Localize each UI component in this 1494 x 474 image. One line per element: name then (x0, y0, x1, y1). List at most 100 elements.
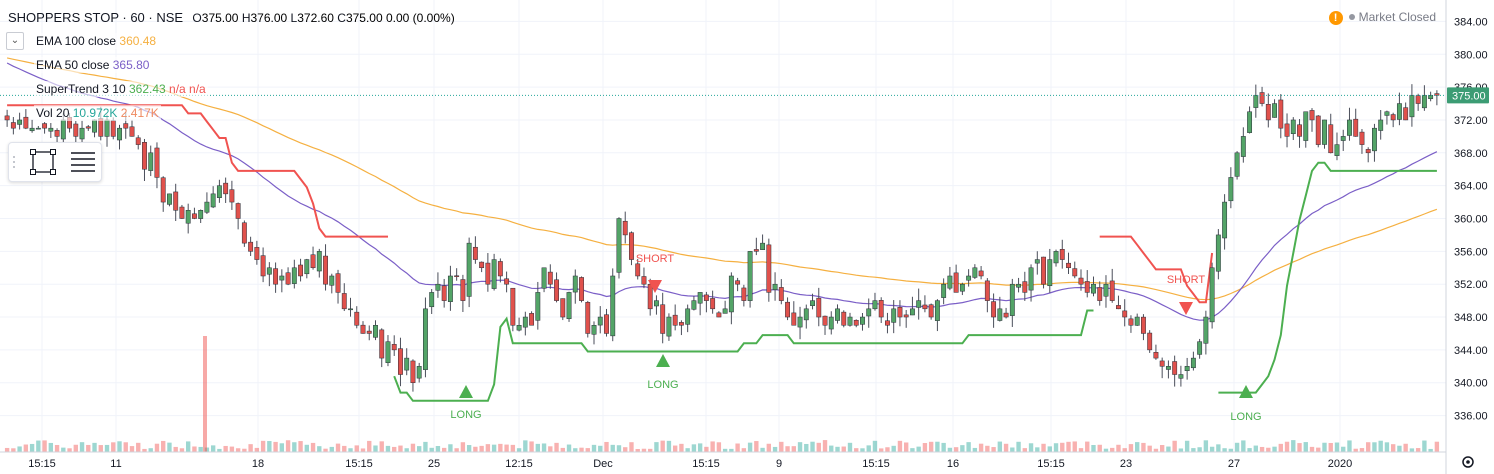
candle[interactable] (285, 267, 291, 286)
candle[interactable] (1022, 271, 1028, 301)
candle[interactable] (616, 217, 622, 279)
candle[interactable] (204, 192, 210, 214)
candle[interactable] (1028, 264, 1034, 302)
candle[interactable] (1009, 278, 1015, 327)
candle[interactable] (1072, 261, 1078, 279)
candle[interactable] (191, 207, 197, 220)
candle[interactable] (672, 304, 678, 331)
candle[interactable] (167, 193, 172, 207)
candle[interactable] (1259, 86, 1265, 107)
candle[interactable] (909, 296, 915, 316)
candle[interactable] (298, 258, 304, 282)
candle[interactable] (728, 272, 734, 325)
candle[interactable] (934, 299, 940, 332)
candle[interactable] (891, 300, 897, 334)
candle[interactable] (1215, 229, 1221, 280)
candle[interactable] (647, 278, 653, 316)
candle[interactable] (635, 258, 641, 280)
candle[interactable] (1197, 338, 1203, 359)
candle[interactable] (1384, 110, 1390, 125)
candle[interactable] (391, 335, 397, 356)
candle[interactable] (235, 202, 241, 230)
candle[interactable] (1165, 360, 1171, 379)
candle[interactable] (766, 238, 772, 302)
candle[interactable] (1265, 93, 1271, 128)
candle[interactable] (266, 262, 272, 287)
candle[interactable] (916, 288, 922, 320)
candle[interactable] (678, 320, 684, 336)
candle[interactable] (1240, 127, 1246, 163)
candle[interactable] (1003, 307, 1009, 319)
candle[interactable] (1415, 93, 1421, 111)
drawing-toolbox[interactable] (8, 142, 102, 182)
candle[interactable] (385, 335, 391, 367)
candle[interactable] (1209, 262, 1215, 329)
candle[interactable] (135, 135, 141, 150)
candle[interactable] (1409, 84, 1415, 127)
candle[interactable] (885, 312, 890, 334)
candle[interactable] (735, 277, 741, 292)
candle[interactable] (216, 179, 222, 203)
candle[interactable] (535, 281, 541, 330)
lines-settings-icon[interactable] (71, 152, 95, 172)
candle[interactable] (304, 258, 310, 279)
candle[interactable] (1434, 90, 1440, 106)
candle[interactable] (1147, 330, 1153, 353)
candle[interactable] (210, 186, 216, 209)
candle[interactable] (447, 265, 453, 311)
candle[interactable] (1128, 315, 1134, 333)
candle[interactable] (1309, 108, 1315, 132)
candle[interactable] (816, 287, 822, 327)
candle[interactable] (1116, 295, 1121, 310)
candle[interactable] (529, 311, 535, 326)
candle[interactable] (516, 317, 522, 332)
settings-gear-icon[interactable] (1462, 456, 1474, 468)
candle[interactable] (522, 311, 528, 336)
warning-icon[interactable]: ! (1328, 11, 1343, 25)
candle[interactable] (23, 109, 29, 130)
candle[interactable] (872, 292, 878, 311)
symbol-title[interactable]: SHOPPERS STOP · 60 · NSE (8, 10, 184, 25)
candle[interactable] (416, 362, 422, 383)
candle[interactable] (1378, 109, 1384, 140)
candle[interactable] (772, 272, 778, 301)
ema50-legend[interactable]: EMA 50 close 365.80 (34, 57, 152, 73)
candle[interactable] (741, 284, 747, 307)
candle[interactable] (1122, 299, 1128, 327)
candle[interactable] (554, 272, 559, 303)
candle[interactable] (323, 244, 328, 291)
candle[interactable] (148, 145, 154, 177)
candle[interactable] (291, 259, 297, 289)
candle[interactable] (803, 304, 809, 329)
candle[interactable] (454, 268, 460, 281)
candle[interactable] (373, 320, 378, 341)
candle[interactable] (897, 300, 903, 327)
candle[interactable] (991, 293, 997, 328)
candle[interactable] (541, 267, 547, 293)
candle[interactable] (48, 123, 54, 139)
candle[interactable] (142, 138, 147, 182)
candle[interactable] (666, 313, 672, 341)
candle[interactable] (722, 300, 728, 314)
candle[interactable] (1353, 108, 1359, 137)
candle[interactable] (747, 250, 753, 308)
candle[interactable] (972, 264, 978, 279)
candle[interactable] (479, 261, 485, 273)
candle[interactable] (566, 291, 572, 322)
candle[interactable] (466, 237, 472, 308)
candle[interactable] (335, 269, 341, 304)
candle[interactable] (1034, 251, 1040, 275)
candle[interactable] (629, 231, 634, 266)
candle[interactable] (10, 117, 16, 135)
candle[interactable] (585, 300, 591, 338)
candle[interactable] (947, 266, 953, 291)
candle[interactable] (1334, 132, 1340, 161)
candle[interactable] (185, 203, 191, 234)
candle[interactable] (853, 319, 859, 328)
candle[interactable] (1272, 99, 1277, 118)
candle[interactable] (1428, 91, 1434, 102)
candle[interactable] (92, 119, 97, 138)
candle[interactable] (29, 119, 35, 133)
candle[interactable] (1290, 117, 1296, 141)
